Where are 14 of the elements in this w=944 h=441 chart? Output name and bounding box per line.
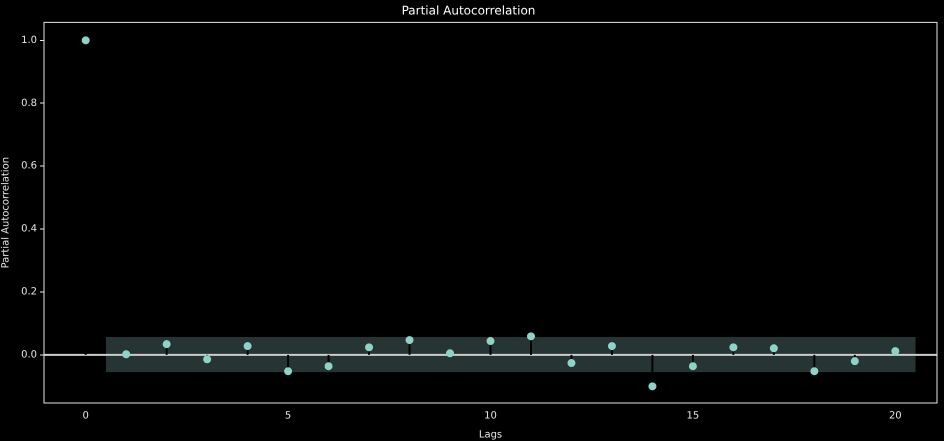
chart-title: Partial Autocorrelation bbox=[402, 3, 536, 18]
x-tick-label: 15 bbox=[686, 410, 700, 422]
x-axis-title: Lags bbox=[478, 430, 502, 441]
y-tick-label: 0.2 bbox=[21, 286, 37, 298]
y-tick-label: 1.0 bbox=[21, 34, 37, 46]
x-tick-label: 10 bbox=[484, 410, 497, 422]
y-axis-title: Partial Autocorrelation bbox=[0, 156, 12, 268]
x-tick-label: 20 bbox=[888, 410, 902, 422]
y-tick-label: 0.0 bbox=[21, 349, 37, 360]
y-tick-label: 0.6 bbox=[21, 160, 37, 172]
y-tick-label: 0.4 bbox=[21, 224, 37, 235]
y-tick-label: 0.8 bbox=[21, 98, 37, 109]
x-tick-label: 5 bbox=[284, 410, 292, 422]
x-tick-label: 0 bbox=[82, 410, 89, 422]
